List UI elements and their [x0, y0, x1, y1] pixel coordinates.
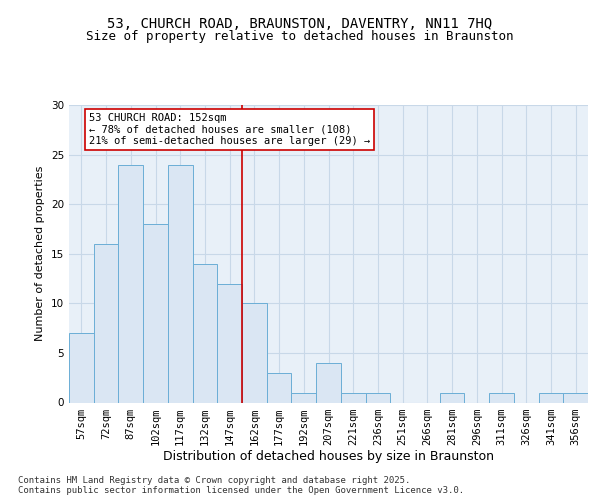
Bar: [267, 373, 292, 402]
Bar: [217, 284, 242, 403]
Text: Contains HM Land Registry data © Crown copyright and database right 2025.
Contai: Contains HM Land Registry data © Crown c…: [18, 476, 464, 495]
Bar: [242, 304, 267, 402]
Bar: [341, 392, 365, 402]
Y-axis label: Number of detached properties: Number of detached properties: [35, 166, 46, 342]
Bar: [365, 392, 390, 402]
Bar: [168, 164, 193, 402]
Bar: [539, 392, 563, 402]
Bar: [292, 392, 316, 402]
Bar: [94, 244, 118, 402]
Text: 53 CHURCH ROAD: 152sqm
← 78% of detached houses are smaller (108)
21% of semi-de: 53 CHURCH ROAD: 152sqm ← 78% of detached…: [89, 113, 370, 146]
Bar: [143, 224, 168, 402]
Bar: [489, 392, 514, 402]
Text: Size of property relative to detached houses in Braunston: Size of property relative to detached ho…: [86, 30, 514, 43]
Bar: [440, 392, 464, 402]
X-axis label: Distribution of detached houses by size in Braunston: Distribution of detached houses by size …: [163, 450, 494, 464]
Bar: [193, 264, 217, 402]
Bar: [118, 164, 143, 402]
Bar: [563, 392, 588, 402]
Bar: [69, 333, 94, 402]
Text: 53, CHURCH ROAD, BRAUNSTON, DAVENTRY, NN11 7HQ: 53, CHURCH ROAD, BRAUNSTON, DAVENTRY, NN…: [107, 18, 493, 32]
Bar: [316, 363, 341, 403]
